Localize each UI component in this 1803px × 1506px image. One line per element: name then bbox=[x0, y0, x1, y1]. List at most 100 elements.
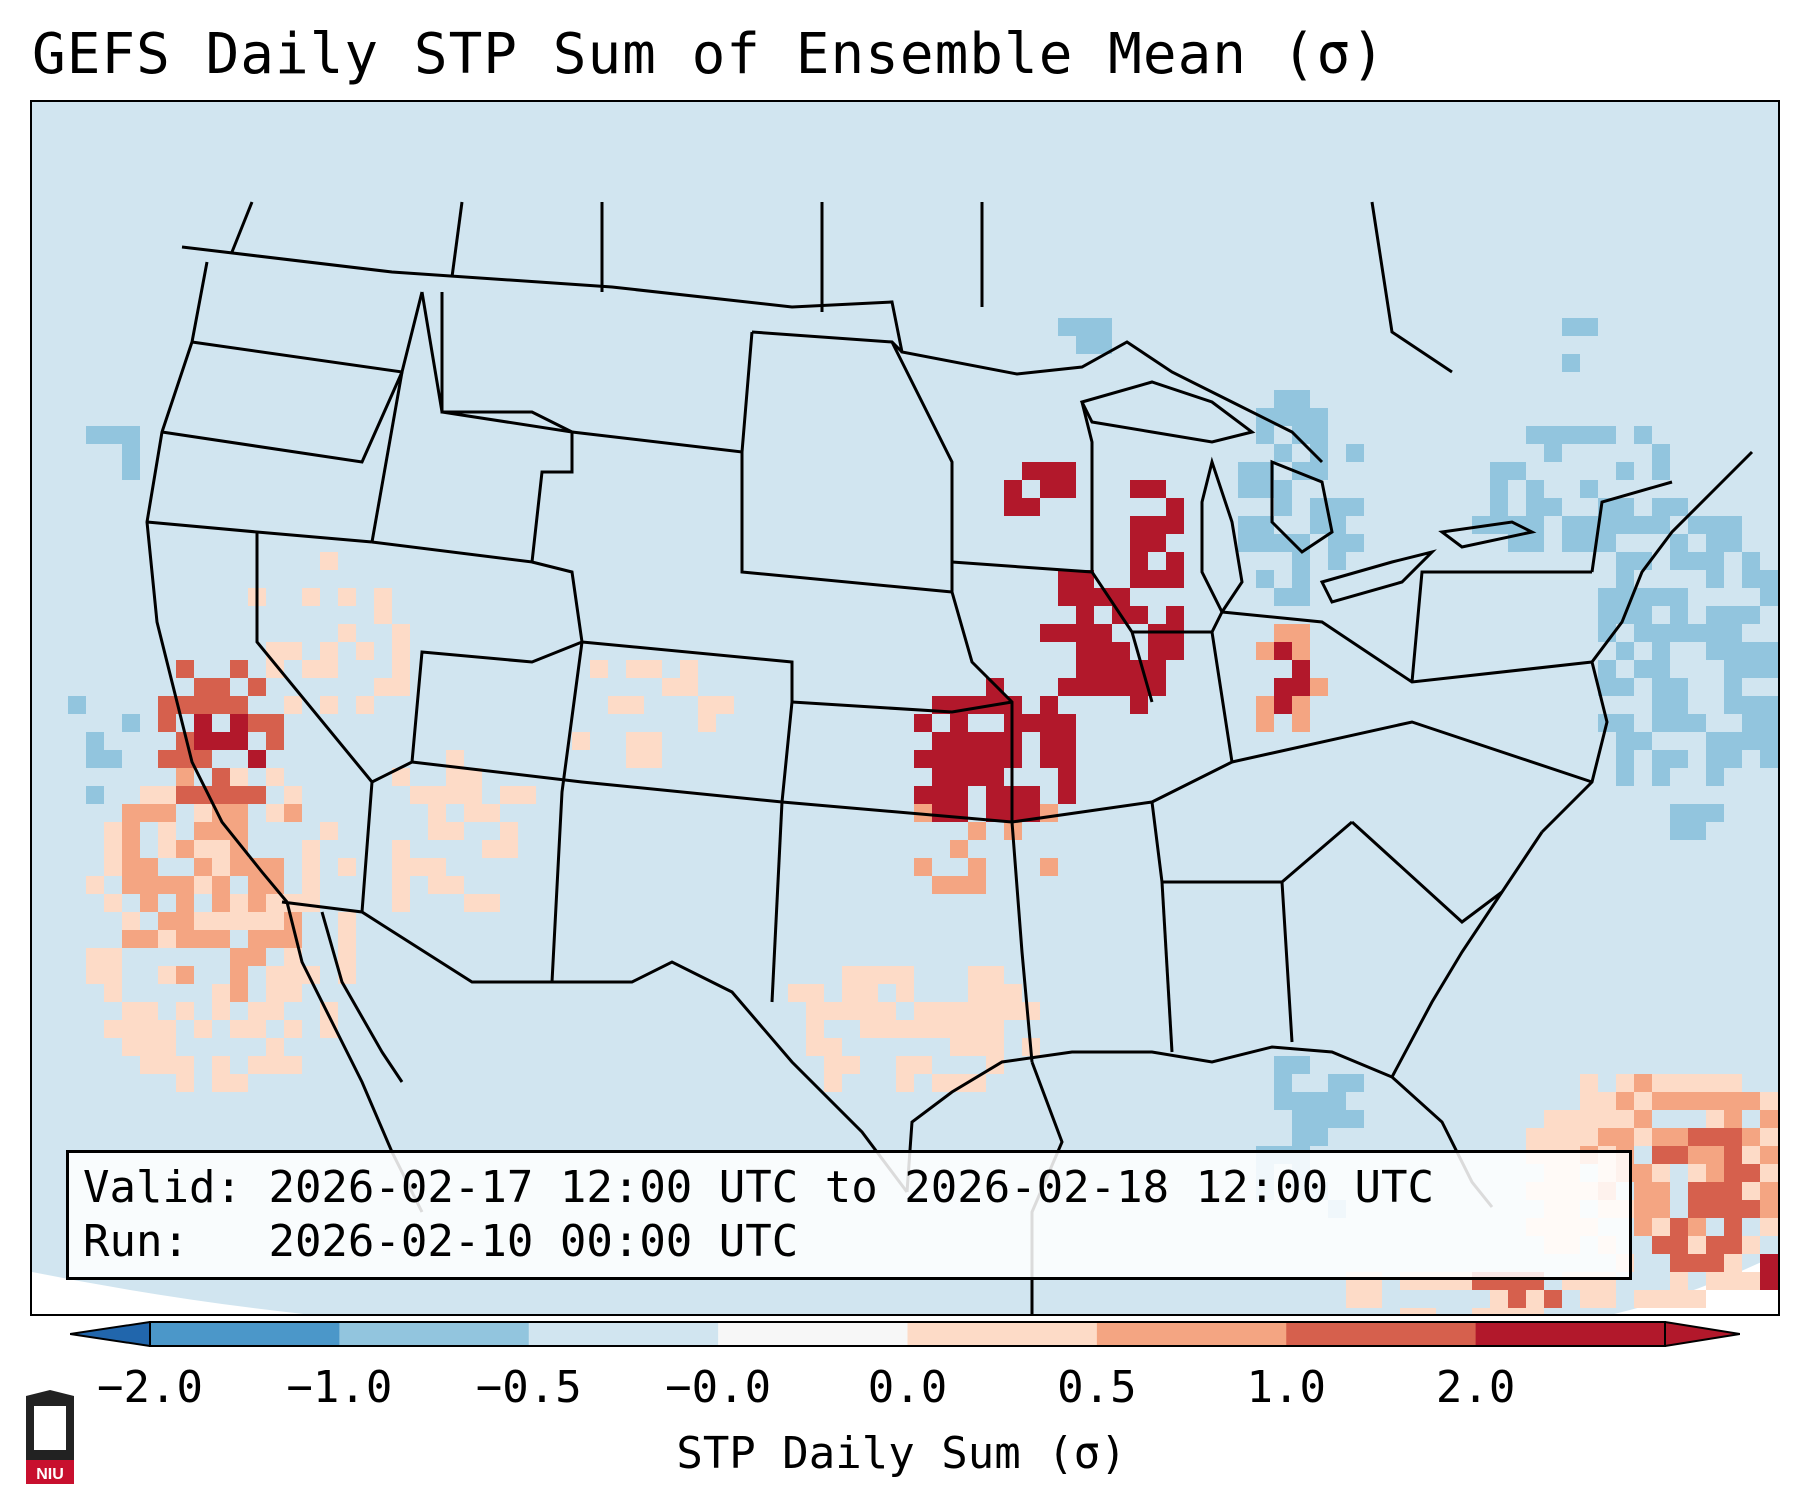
anomaly-cell bbox=[1670, 1128, 1688, 1146]
anomaly-cell bbox=[1130, 570, 1148, 588]
anomaly-cell bbox=[1580, 534, 1598, 552]
anomaly-cell bbox=[176, 1056, 194, 1074]
anomaly-cell bbox=[1256, 516, 1274, 534]
anomaly-cell bbox=[1508, 1308, 1526, 1314]
ky-tn bbox=[1011, 631, 1234, 824]
anomaly-cell bbox=[986, 1038, 1004, 1056]
anomaly-cell bbox=[1688, 1092, 1706, 1110]
anomaly-cell bbox=[1292, 696, 1310, 714]
anomaly-cell bbox=[1526, 480, 1544, 498]
anomaly-cell bbox=[1112, 660, 1130, 678]
anomaly-cell bbox=[1256, 534, 1274, 552]
anomaly-cell bbox=[1148, 678, 1166, 696]
anomaly-cell bbox=[1616, 462, 1634, 480]
anomaly-cell bbox=[806, 1020, 824, 1038]
anomaly-cell bbox=[1778, 1110, 1780, 1128]
anomaly-cell bbox=[446, 876, 464, 894]
anomaly-cell bbox=[302, 840, 320, 858]
anomaly-cell bbox=[392, 840, 410, 858]
anomaly-cell bbox=[662, 678, 680, 696]
anomaly-cell bbox=[1760, 1164, 1778, 1182]
anomaly-cell bbox=[1706, 1146, 1724, 1164]
anomaly-cell bbox=[1562, 318, 1580, 336]
anomaly-cell bbox=[1706, 732, 1724, 750]
anomaly-cell bbox=[932, 1020, 950, 1038]
anomaly-cell bbox=[1004, 984, 1022, 1002]
anomaly-cell bbox=[86, 876, 104, 894]
new-england bbox=[1590, 480, 1673, 573]
anomaly-cell bbox=[1256, 642, 1274, 660]
anomaly-cell bbox=[230, 966, 248, 984]
anomaly-cell bbox=[140, 1056, 158, 1074]
anomaly-cell bbox=[572, 732, 590, 750]
anomaly-cell bbox=[230, 786, 248, 804]
anomaly-cell bbox=[1274, 498, 1292, 516]
anomaly-cell bbox=[212, 1056, 230, 1074]
anomaly-cell bbox=[1670, 804, 1688, 822]
anomaly-cell bbox=[1238, 516, 1256, 534]
anomaly-cell bbox=[1544, 444, 1562, 462]
anomaly-cell bbox=[950, 1020, 968, 1038]
anomaly-cell bbox=[1076, 606, 1094, 624]
anomaly-cell bbox=[1724, 660, 1742, 678]
anomaly-cell bbox=[896, 1020, 914, 1038]
anomaly-cell bbox=[986, 732, 1004, 750]
anomaly-cell bbox=[1076, 318, 1094, 336]
anomaly-cell bbox=[140, 894, 158, 912]
anomaly-cell bbox=[194, 804, 212, 822]
anomaly-cell bbox=[122, 822, 140, 840]
anomaly-cell bbox=[1724, 1092, 1742, 1110]
anomaly-cell bbox=[1058, 768, 1076, 786]
anomaly-cell bbox=[1652, 1182, 1670, 1200]
anomaly-cell bbox=[194, 840, 212, 858]
mt-west bbox=[420, 291, 444, 413]
id-mt bbox=[371, 410, 574, 564]
logo-band bbox=[26, 1460, 74, 1484]
anomaly-cell bbox=[1634, 732, 1652, 750]
anomaly-cell bbox=[1004, 1002, 1022, 1020]
anomaly-cell bbox=[1778, 1182, 1780, 1200]
anomaly-cell bbox=[1058, 732, 1076, 750]
anomaly-cell bbox=[158, 1020, 176, 1038]
colorbar-segment bbox=[718, 1322, 908, 1346]
anomaly-cell bbox=[410, 786, 428, 804]
anomaly-cell bbox=[1670, 1218, 1688, 1236]
anomaly-cell bbox=[1580, 426, 1598, 444]
anomaly-cell bbox=[1760, 1128, 1778, 1146]
anomaly-cell bbox=[1742, 642, 1760, 660]
anomaly-cell bbox=[284, 696, 302, 714]
anomaly-cell bbox=[230, 858, 248, 876]
anomaly-cell bbox=[1292, 624, 1310, 642]
anomaly-cell bbox=[122, 876, 140, 894]
anomaly-cell bbox=[1094, 642, 1112, 660]
anomaly-cell bbox=[194, 930, 212, 948]
anomaly-cell bbox=[1058, 480, 1076, 498]
anomaly-cell bbox=[1634, 1164, 1652, 1182]
anomaly-cell bbox=[428, 876, 446, 894]
anomaly-cell bbox=[1670, 498, 1688, 516]
anomaly-cell bbox=[950, 714, 968, 732]
anomaly-cell bbox=[1058, 462, 1076, 480]
anomaly-cell bbox=[1526, 1128, 1544, 1146]
colorbar-over-outline bbox=[1664, 1321, 1740, 1347]
anomaly-cell bbox=[1724, 678, 1742, 696]
co-nm bbox=[550, 641, 584, 983]
anomaly-cell bbox=[1706, 1092, 1724, 1110]
anomaly-cell bbox=[1328, 498, 1346, 516]
anomaly-cell bbox=[1274, 624, 1292, 642]
anomaly-cell bbox=[194, 912, 212, 930]
anomaly-cell bbox=[1040, 732, 1058, 750]
anomaly-cell bbox=[1742, 660, 1760, 678]
anomaly-cell bbox=[482, 894, 500, 912]
colorbar-segment bbox=[1286, 1322, 1477, 1346]
map-borders bbox=[145, 201, 1754, 1314]
anomaly-cell bbox=[1040, 696, 1058, 714]
anomaly-cell bbox=[212, 786, 230, 804]
anomaly-cell bbox=[824, 1056, 842, 1074]
anomaly-cell bbox=[230, 894, 248, 912]
anomaly-cell bbox=[1004, 480, 1022, 498]
anomaly-cell bbox=[1274, 678, 1292, 696]
anomaly-cell bbox=[1652, 1236, 1670, 1254]
pa-ny bbox=[1410, 570, 1592, 683]
anomaly-cell bbox=[1292, 642, 1310, 660]
